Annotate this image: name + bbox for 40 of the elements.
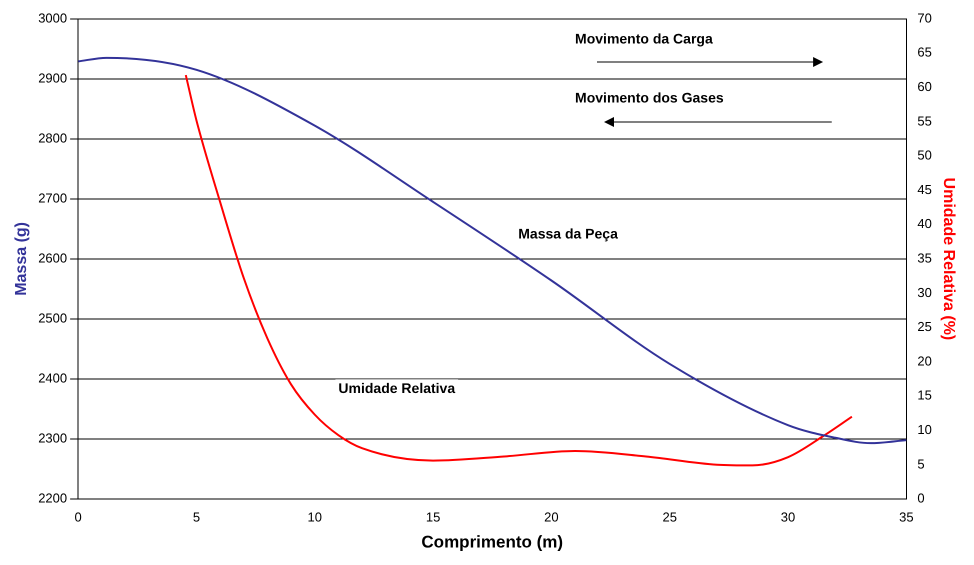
y-tick-label: 2400 xyxy=(38,370,68,386)
y2-tick-label: 50 xyxy=(917,148,932,163)
x-tick-label: 30 xyxy=(780,509,796,524)
annotation: Movimento dos Gases xyxy=(575,90,724,106)
annotation: Movimento da Carga xyxy=(575,30,713,47)
x-axis-title: Comprimento (m) xyxy=(421,532,564,552)
y2-tick-label: 60 xyxy=(917,78,932,94)
y-tick-label: 3000 xyxy=(38,10,68,26)
y2-tick-label: 5 xyxy=(917,456,925,472)
y2-tick-label: 35 xyxy=(917,250,932,266)
y2-tick-label: 15 xyxy=(917,388,932,403)
y2-tick-label: 10 xyxy=(917,422,932,437)
y2-tick-label: 0 xyxy=(917,490,925,506)
y2-tick-label: 45 xyxy=(917,182,932,197)
y2-tick-label: 65 xyxy=(917,44,932,60)
y2-tick-label: 25 xyxy=(917,319,932,334)
x-tick-label: 25 xyxy=(662,509,677,524)
y-tick-label: 2800 xyxy=(38,130,68,146)
x-tick-label: 35 xyxy=(899,509,914,524)
x-tick-label: 10 xyxy=(308,509,322,524)
y-tick-label: 2900 xyxy=(38,70,68,86)
y2-tick-label: 20 xyxy=(917,353,932,368)
line-series xyxy=(184,74,853,466)
y2-tick-label: 70 xyxy=(917,10,932,26)
y2-axis-title: Umidade Relativa (%) xyxy=(940,178,957,340)
y-axis-title: Massa (g) xyxy=(13,222,30,296)
x-tick-label: 15 xyxy=(426,509,440,524)
y2-tick-label: 30 xyxy=(917,284,932,300)
y-tick-label: 2700 xyxy=(38,190,68,206)
y2-tick-label: 55 xyxy=(917,113,932,128)
text: Umidade Relativa xyxy=(338,380,456,396)
x-tick-label: 20 xyxy=(544,509,559,524)
y-tick-label: 2200 xyxy=(38,490,68,506)
x-tick-label: 0 xyxy=(74,509,82,524)
y-tick-label: 2300 xyxy=(38,430,68,446)
x-tick-label: 5 xyxy=(192,509,200,524)
series-label: Massa da Peça xyxy=(518,226,618,242)
y-tick-label: 2600 xyxy=(38,250,68,266)
y-tick-label: 2500 xyxy=(38,310,68,326)
y2-tick-label: 40 xyxy=(917,216,932,232)
